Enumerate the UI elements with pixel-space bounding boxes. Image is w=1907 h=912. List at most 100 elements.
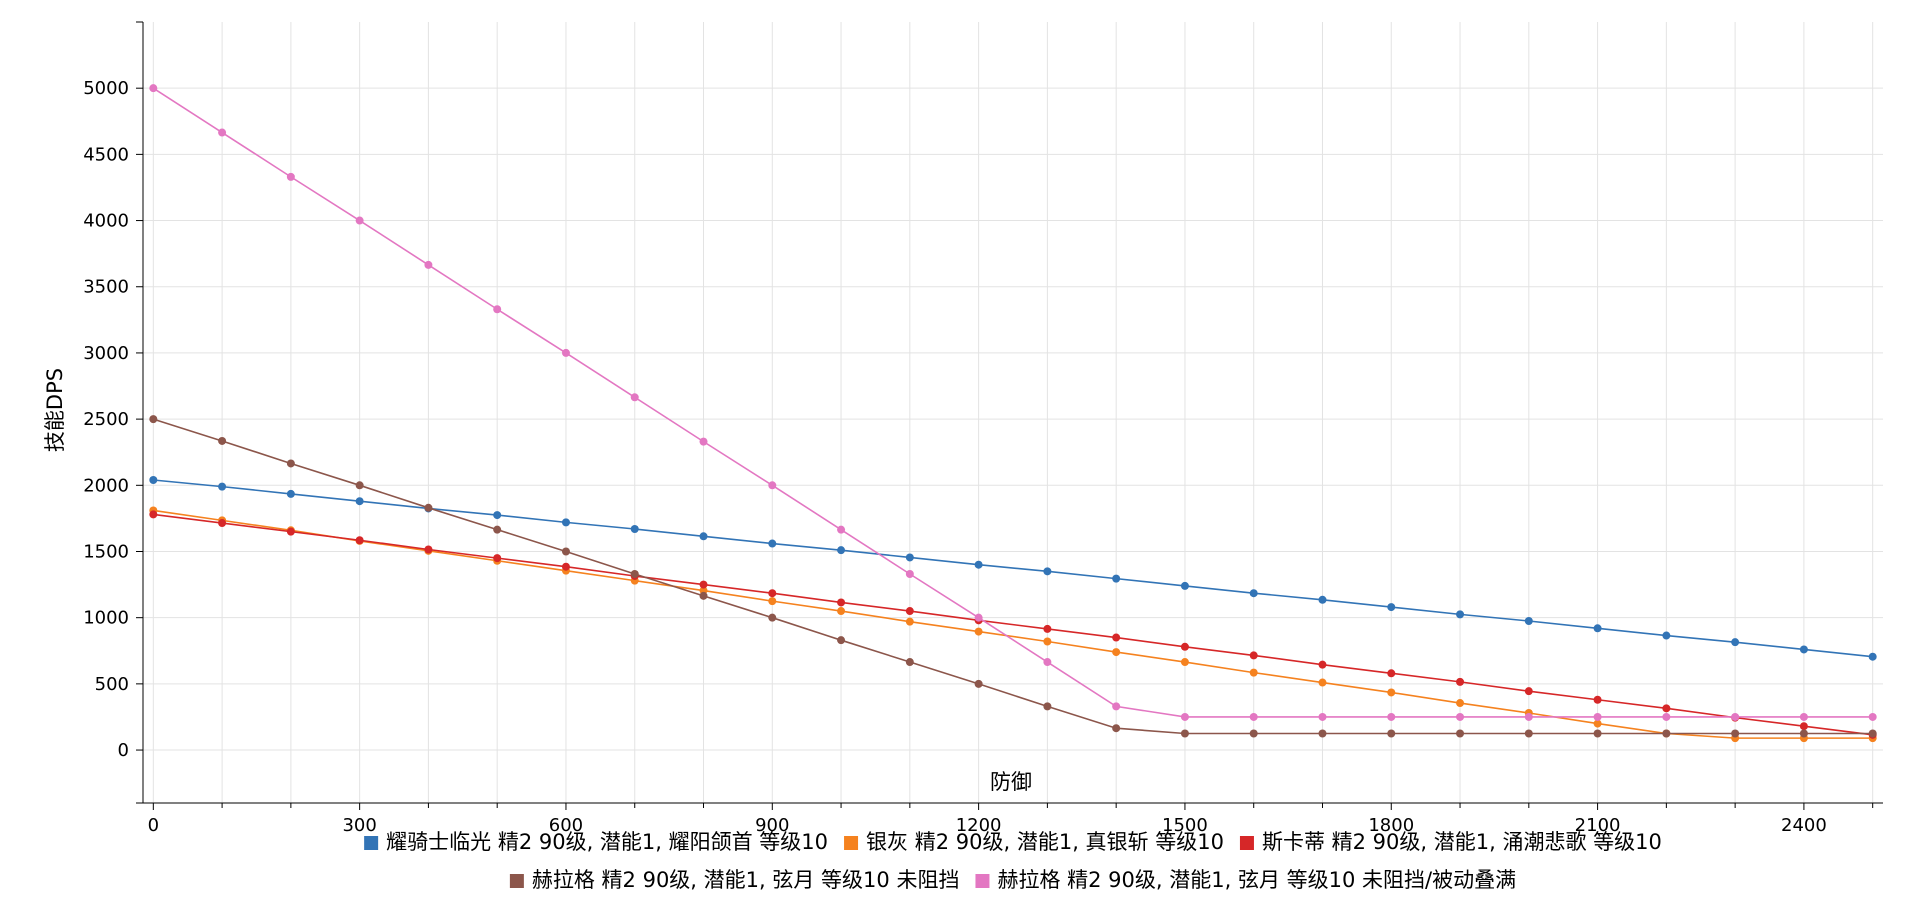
data-point-series-3 — [768, 589, 777, 598]
data-point-series-4 — [1043, 702, 1052, 711]
x-axis-title: 防御 — [990, 770, 1032, 794]
data-point-series-4 — [493, 525, 502, 534]
data-point-series-1 — [149, 476, 158, 485]
data-point-series-3 — [1456, 677, 1465, 686]
data-point-series-4 — [1524, 729, 1533, 738]
data-point-series-1 — [1043, 567, 1052, 576]
data-point-series-5 — [1387, 712, 1396, 721]
data-point-series-4 — [149, 415, 158, 424]
data-point-series-1 — [355, 497, 364, 506]
data-point-series-3 — [1043, 624, 1052, 633]
data-point-series-4 — [768, 613, 777, 622]
y-tick-label: 3000 — [83, 343, 129, 364]
data-point-series-2 — [1112, 648, 1121, 657]
data-point-series-1 — [1868, 652, 1877, 661]
x-tick-label: 1200 — [956, 815, 1002, 836]
legend-label: 赫拉格 精2 90级, 潜能1, 弦月 等级10 未阻挡/被动叠满 — [997, 868, 1516, 892]
series-line-4 — [153, 418, 1873, 735]
data-point-series-1 — [1387, 603, 1396, 612]
data-point-series-5 — [974, 613, 983, 622]
x-tick-label: 900 — [755, 815, 789, 836]
data-point-series-5 — [561, 348, 570, 357]
data-point-series-2 — [837, 607, 846, 616]
data-point-series-4 — [1593, 729, 1602, 738]
x-tick-label: 1800 — [1368, 815, 1414, 836]
data-point-series-4 — [1112, 724, 1121, 733]
x-tick-label: 0 — [148, 815, 159, 836]
data-point-series-1 — [218, 482, 227, 491]
data-point-series-3 — [218, 519, 227, 528]
data-point-series-2 — [768, 597, 777, 606]
y-tick-label: 500 — [95, 674, 129, 695]
data-point-series-4 — [905, 658, 914, 667]
legend-item-5[interactable]: 赫拉格 精2 90级, 潜能1, 弦月 等级10 未阻挡/被动叠满 — [975, 868, 1516, 892]
data-point-series-5 — [493, 305, 502, 314]
data-point-series-4 — [1731, 729, 1740, 738]
data-point-series-3 — [286, 527, 295, 536]
data-point-series-4 — [561, 547, 570, 556]
x-tick-label: 2100 — [1575, 815, 1621, 836]
data-point-series-5 — [1524, 712, 1533, 721]
data-point-series-3 — [493, 554, 502, 563]
data-point-series-1 — [1318, 595, 1327, 604]
data-point-series-5 — [1593, 712, 1602, 721]
data-point-series-2 — [1043, 637, 1052, 646]
data-point-series-4 — [630, 569, 639, 578]
y-tick-label: 4000 — [83, 211, 129, 232]
data-point-series-5 — [355, 216, 364, 225]
axes — [136, 21, 1883, 810]
data-point-series-3 — [1318, 660, 1327, 669]
legend-label: 赫拉格 精2 90级, 潜能1, 弦月 等级10 未阻挡 — [532, 868, 960, 892]
data-point-series-3 — [1112, 633, 1121, 642]
data-point-series-1 — [286, 489, 295, 498]
data-point-series-5 — [1662, 712, 1671, 721]
legend-item-3[interactable]: 斯卡蒂 精2 90级, 潜能1, 涌潮悲歌 等级10 — [1239, 830, 1662, 854]
legend-swatch — [364, 836, 379, 850]
data-point-series-5 — [1868, 712, 1877, 721]
data-point-series-1 — [974, 560, 983, 569]
data-point-series-1 — [561, 518, 570, 527]
data-point-series-4 — [1456, 729, 1465, 738]
x-tick-label: 600 — [549, 815, 583, 836]
data-point-series-2 — [1387, 688, 1396, 697]
tick-labels: 0500100015002000250030003500400045005000… — [83, 78, 1827, 836]
series-line-1 — [153, 479, 1873, 658]
data-point-series-3 — [561, 562, 570, 571]
data-point-series-2 — [974, 627, 983, 636]
x-tick-label: 1500 — [1162, 815, 1208, 836]
legend-item-4[interactable]: 赫拉格 精2 90级, 潜能1, 弦月 等级10 未阻挡 — [509, 868, 960, 892]
x-tick-label: 300 — [342, 815, 376, 836]
legend-item-2[interactable]: 银灰 精2 90级, 潜能1, 真银斩 等级10 — [844, 830, 1224, 854]
data-point-series-1 — [699, 532, 708, 541]
data-point-series-1 — [768, 539, 777, 548]
data-point-series-2 — [1249, 668, 1258, 677]
data-point-series-5 — [768, 481, 777, 490]
data-point-series-5 — [149, 84, 158, 93]
data-point-series-4 — [1387, 729, 1396, 738]
data-point-series-3 — [149, 510, 158, 519]
y-tick-label: 2000 — [83, 475, 129, 496]
data-point-series-1 — [837, 546, 846, 555]
legend-item-1[interactable]: 耀骑士临光 精2 90级, 潜能1, 耀阳颌首 等级10 — [364, 830, 828, 854]
data-point-series-1 — [1524, 616, 1533, 625]
data-point-series-3 — [1387, 669, 1396, 678]
data-point-series-3 — [1180, 642, 1189, 651]
series-lines — [149, 84, 1877, 743]
data-point-series-1 — [1180, 581, 1189, 590]
data-point-series-4 — [837, 636, 846, 645]
y-tick-label: 4500 — [83, 144, 129, 165]
data-point-series-4 — [1180, 729, 1189, 738]
data-point-series-5 — [1318, 712, 1327, 721]
y-axis-title: 技能DPS — [43, 368, 67, 452]
data-point-series-4 — [218, 436, 227, 445]
data-point-series-1 — [1731, 638, 1740, 647]
data-point-series-3 — [1593, 695, 1602, 704]
data-point-series-5 — [1043, 658, 1052, 667]
legend-swatch — [844, 836, 859, 850]
series-line-3 — [153, 513, 1873, 736]
data-point-series-3 — [1799, 722, 1808, 731]
x-tick-label: 2400 — [1781, 815, 1827, 836]
y-tick-label: 0 — [118, 740, 129, 761]
data-point-series-2 — [1180, 658, 1189, 667]
data-point-series-3 — [1524, 687, 1533, 696]
